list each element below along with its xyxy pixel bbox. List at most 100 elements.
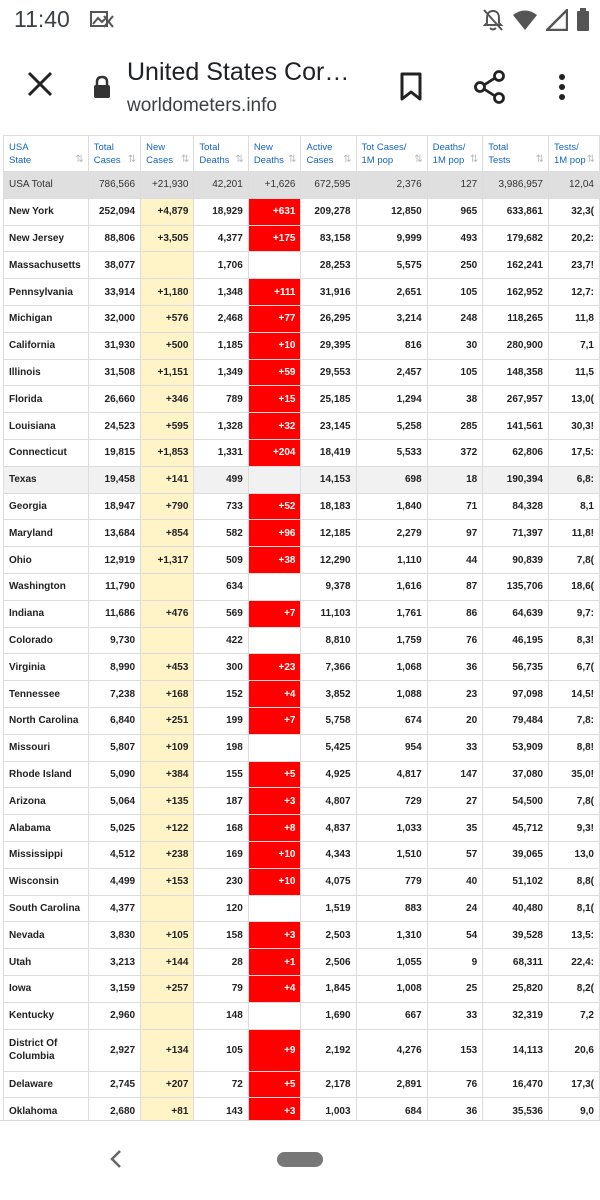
value-cell: 1,845 <box>300 974 357 1003</box>
value-cell: 45,712 <box>482 814 549 842</box>
more-options-button[interactable] <box>545 67 579 107</box>
value-cell: 4,499 <box>87 867 142 896</box>
value-cell: 7,366 <box>300 653 357 682</box>
new-cases-cell: +153 <box>140 867 195 896</box>
column-header-line1: Active <box>306 142 333 153</box>
column-header[interactable]: Total Tests ⇅ <box>482 135 549 172</box>
value-cell: 29,553 <box>300 358 357 387</box>
value-cell: 4,377 <box>193 224 249 253</box>
browser-toolbar: United States Cor… worldometers.info <box>0 42 600 132</box>
value-cell: 30 <box>426 331 484 360</box>
value-cell: 1,510 <box>355 840 428 869</box>
value-cell: 84,328 <box>482 492 549 521</box>
value-cell: 31,930 <box>87 331 142 360</box>
value-cell: 72 <box>193 1070 249 1099</box>
value-cell: 12,04 <box>547 171 600 199</box>
state-name-cell: Illinois <box>3 358 89 387</box>
column-header[interactable]: Total Deaths ⇅ <box>193 135 249 172</box>
value-cell: 18,6( <box>547 572 600 601</box>
value-cell: 252,094 <box>87 197 142 226</box>
value-cell: 9,378 <box>300 572 357 601</box>
new-cases-cell: +4,879 <box>140 197 195 226</box>
new-cases-cell: +476 <box>140 599 195 628</box>
bookmark-icon <box>400 72 422 101</box>
table-row: Illinois 31,508 +1,151 1,349 +59 29,553 2,457 1… <box>3 358 600 387</box>
value-cell: 1,706 <box>193 251 249 280</box>
column-header[interactable]: New Deaths ⇅ <box>247 135 302 172</box>
share-icon <box>474 70 505 104</box>
column-header-line2: Deaths <box>199 155 230 166</box>
value-cell: 789 <box>193 385 249 414</box>
value-cell: 23 <box>426 680 484 708</box>
value-cell: 2,457 <box>355 358 428 387</box>
wifi-icon <box>513 10 537 30</box>
value-cell: 162,952 <box>482 278 549 306</box>
value-cell: 35 <box>426 814 484 842</box>
value-cell: 38,077 <box>87 251 142 280</box>
value-cell: 2,960 <box>87 1001 142 1030</box>
value-cell: 1,616 <box>355 572 428 601</box>
value-cell: 20,6 <box>547 1028 600 1072</box>
column-header[interactable]: Tot Cases/1M pop ⇅ <box>355 135 428 172</box>
new-deaths-cell <box>247 465 302 494</box>
column-header-line1: USA <box>9 142 29 153</box>
column-header[interactable]: New Cases ⇅ <box>140 135 195 172</box>
value-cell: 120 <box>193 894 249 923</box>
status-time: 11:40 <box>14 6 70 32</box>
value-cell: 18,947 <box>87 492 142 521</box>
value-cell: 965 <box>426 197 484 226</box>
value-cell: 8,8( <box>547 867 600 896</box>
value-cell: 2,279 <box>355 519 428 548</box>
value-cell: 20,2: <box>547 224 600 253</box>
value-cell: 954 <box>355 733 428 762</box>
state-name-cell: Texas <box>3 465 89 494</box>
column-header[interactable]: Total Cases ⇅ <box>87 135 142 172</box>
sort-icon: ⇅ <box>343 154 352 165</box>
table-body: USA Total 786,566 +21,930 42,201 +1,626 672,5… <box>3 171 600 1120</box>
covid-states-table-container[interactable]: USA State ⇅ Total Cases ⇅ New Cases ⇅ Total Deaths… <box>3 135 600 1120</box>
value-cell: 2,680 <box>87 1097 142 1120</box>
table-row: Nevada 3,830 +105 158 +3 2,503 1,310 54 39,528 13… <box>3 921 600 950</box>
table-row: Virginia 8,990 +453 300 +23 7,366 1,068 36 56,73… <box>3 653 600 682</box>
value-cell: 1,519 <box>300 894 357 923</box>
value-cell: 1,348 <box>193 278 249 306</box>
table-row: District Of Columbia 2,927 +134 105 +9 2,192 4… <box>3 1028 600 1072</box>
value-cell: 16,470 <box>482 1070 549 1099</box>
value-cell: 779 <box>355 867 428 896</box>
value-cell: 33,914 <box>87 278 142 306</box>
close-button[interactable] <box>20 64 60 104</box>
value-cell: 64,639 <box>482 599 549 628</box>
value-cell: 44 <box>426 546 484 574</box>
share-button[interactable] <box>470 67 510 107</box>
table-row: Florida 26,660 +346 789 +15 25,185 1,294 38 267,… <box>3 385 600 414</box>
value-cell: 786,566 <box>87 171 142 199</box>
home-pill[interactable] <box>277 1152 323 1167</box>
value-cell: 209,278 <box>300 197 357 226</box>
new-deaths-cell: +204 <box>247 438 302 467</box>
value-cell: 11,8 <box>547 304 600 333</box>
back-button[interactable] <box>104 1147 128 1171</box>
value-cell: 199 <box>193 706 249 735</box>
new-deaths-cell: +5 <box>247 760 302 789</box>
column-header-line2: 1M pop <box>553 155 586 166</box>
value-cell: 684 <box>355 1097 428 1120</box>
value-cell: 509 <box>193 546 249 574</box>
new-deaths-cell: +23 <box>247 653 302 682</box>
column-header[interactable]: USA State ⇅ <box>3 135 89 172</box>
value-cell: 40 <box>426 867 484 896</box>
table-row: New York 252,094 +4,879 18,929 +631 209,278 12… <box>3 197 600 226</box>
value-cell: 23,145 <box>300 412 357 440</box>
value-cell: 2,178 <box>300 1070 357 1099</box>
column-header[interactable]: Deaths/1M pop ⇅ <box>426 135 484 172</box>
column-header[interactable]: Active Cases ⇅ <box>300 135 357 172</box>
value-cell: 5,425 <box>300 733 357 762</box>
column-header-line2: Cases <box>93 155 121 166</box>
value-cell: 141,561 <box>482 412 549 440</box>
column-header[interactable]: Tests/1M pop ⇅ <box>547 135 600 172</box>
value-cell: 672,595 <box>300 171 357 199</box>
value-cell: 56,735 <box>482 653 549 682</box>
value-cell: 135,706 <box>482 572 549 601</box>
state-name-cell: Oklahoma <box>3 1097 89 1120</box>
new-cases-cell: +141 <box>140 465 195 494</box>
bookmark-button[interactable] <box>393 67 429 107</box>
